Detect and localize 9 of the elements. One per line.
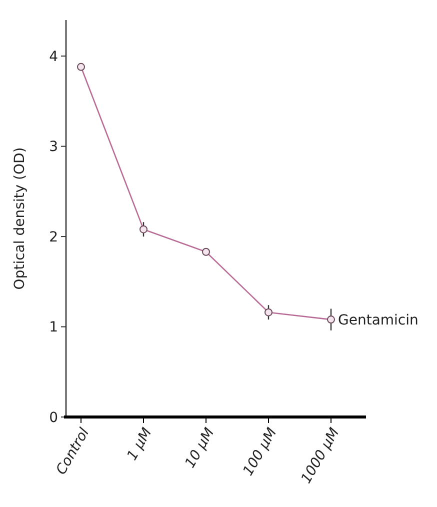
x-tick-label: 1 μM	[124, 425, 156, 464]
y-tick-label: 4	[49, 48, 58, 65]
series-label: Gentamicin	[338, 312, 418, 328]
y-tick-label: 2	[49, 229, 58, 246]
y-tick-label: 3	[49, 139, 58, 156]
y-tick-label: 1	[49, 320, 58, 336]
x-tick-label: 10 μM	[182, 425, 218, 471]
y-tick-label: 0	[49, 410, 58, 426]
y-axis-title: Optical density (OD)	[12, 147, 28, 290]
